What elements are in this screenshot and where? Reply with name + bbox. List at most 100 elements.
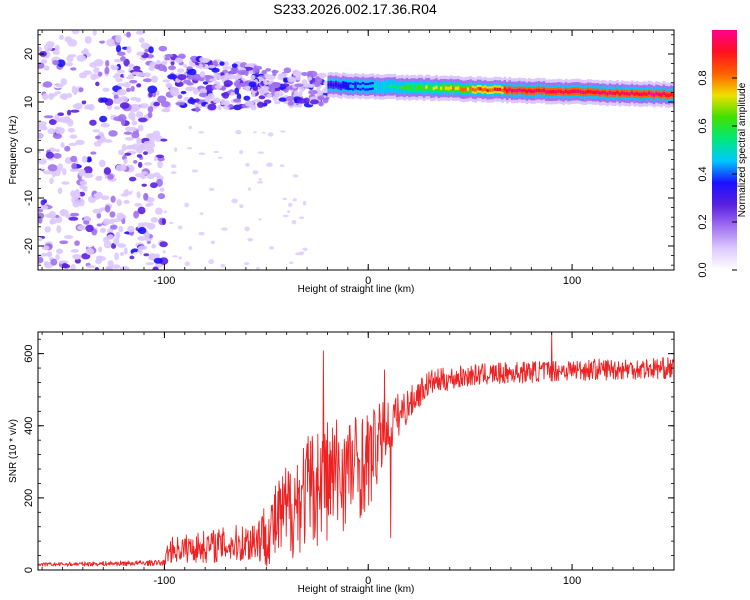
spectrogram-cell xyxy=(145,232,150,240)
spectrogram-cell xyxy=(93,193,100,198)
spectrogram-cell xyxy=(263,79,268,85)
spectrogram-cell xyxy=(621,91,624,95)
x-tick-label: 0 xyxy=(365,275,371,287)
spectrogram-cell xyxy=(77,198,85,207)
spectrogram-cell xyxy=(124,152,132,156)
spectrogram-cell xyxy=(104,66,110,75)
spectrogram-cell xyxy=(166,83,173,89)
spectrogram-cell xyxy=(104,205,111,213)
spectrogram-cell xyxy=(250,74,256,80)
spectrogram-cell xyxy=(220,75,228,81)
spectrogram-cell xyxy=(125,87,132,93)
spectrogram-cell xyxy=(113,106,121,110)
spectrogram-cell xyxy=(237,69,248,76)
spectrogram-cell xyxy=(386,84,389,89)
spectrogram-cell xyxy=(608,90,612,95)
spectrogram-cell xyxy=(199,71,206,78)
spectrogram-cell xyxy=(121,144,127,152)
spectrogram-cell xyxy=(142,151,148,156)
spectrogram-cell xyxy=(162,107,170,113)
spectrogram-cell xyxy=(274,90,284,97)
spectrogram-cell xyxy=(48,210,57,219)
spectrogram-cell xyxy=(155,207,163,215)
spectrogram-cell xyxy=(309,96,319,101)
spectrogram-cell xyxy=(442,86,446,90)
spectrogram-cell xyxy=(118,225,124,233)
spectrogram-cell xyxy=(38,158,47,165)
spectrogram-cell xyxy=(581,90,585,95)
spectrogram-cell xyxy=(45,151,54,159)
spectrogram-cell xyxy=(133,210,140,219)
colorbar-tick-label: 0.6 xyxy=(697,118,709,133)
spectrogram-cell xyxy=(383,85,387,89)
spectrogram-cell xyxy=(248,81,257,88)
spectrogram-cell xyxy=(466,87,470,91)
spectrogram-cell xyxy=(616,90,619,95)
spectrogram-cell xyxy=(96,175,103,180)
spectrogram-cell xyxy=(163,66,168,73)
spectrogram-cell xyxy=(258,87,267,95)
spectrogram-cell xyxy=(115,34,122,43)
spectrogram-cell xyxy=(469,86,473,91)
spectrogram-cell xyxy=(187,76,195,80)
spectrogram-x-label: Height of straight line (km) xyxy=(298,284,415,295)
spectrogram-cell xyxy=(488,88,492,92)
spectrogram-cell xyxy=(557,89,561,93)
spectrogram-cell xyxy=(187,147,193,150)
spectrogram-cell xyxy=(248,70,254,75)
spectrogram-cell xyxy=(306,76,313,81)
spectrogram-cell xyxy=(59,34,64,41)
spectrogram-cell xyxy=(144,162,152,166)
spectrogram-cell xyxy=(47,164,58,172)
spectrogram-cell xyxy=(493,87,497,91)
spectrogram-cell xyxy=(501,88,504,93)
spectrogram-cell xyxy=(321,89,330,94)
spectrogram-cell xyxy=(643,92,646,96)
spectrogram-cell xyxy=(169,87,179,94)
spectrogram-cell xyxy=(163,210,168,214)
spectrogram-cell xyxy=(258,178,263,181)
spectrogram-cell xyxy=(273,100,281,105)
spectrogram-cell xyxy=(334,82,338,87)
spectrogram-cell xyxy=(103,240,112,249)
spectrogram-cell xyxy=(161,218,166,226)
spectrogram-cell xyxy=(210,240,216,245)
spectrogram-cell xyxy=(151,38,161,44)
spectrogram-cell xyxy=(672,93,674,97)
spectrogram-cell xyxy=(410,85,414,90)
spectrogram-cell xyxy=(153,257,163,264)
spectrogram-cell xyxy=(388,84,392,89)
spectrogram-cell xyxy=(43,65,50,71)
spectrogram-cell xyxy=(79,185,88,190)
spectrogram-cell xyxy=(150,182,158,189)
spectrogram-cell xyxy=(147,85,158,94)
spectrogram-cell xyxy=(660,93,663,97)
spectrogram-cell xyxy=(405,85,409,89)
spectrogram-cell xyxy=(645,92,649,96)
spectrogram-cell xyxy=(217,104,222,111)
spectrogram-cell xyxy=(289,261,294,265)
spectrogram-cell xyxy=(188,245,193,251)
spectrogram-cell xyxy=(69,134,78,139)
spectrogram-cell xyxy=(208,64,216,69)
spectrogram-cell xyxy=(100,122,111,128)
spectrogram-cell xyxy=(70,190,76,198)
spectrogram-cell xyxy=(160,138,168,142)
spectrogram-cell xyxy=(123,131,133,135)
spectrogram-cell xyxy=(66,109,72,116)
spectrogram-cell xyxy=(376,84,380,89)
spectrogram-cell xyxy=(245,162,250,167)
colorbar-gradient xyxy=(712,30,737,270)
x-tick-label: -100 xyxy=(153,575,175,587)
spectrogram-cell xyxy=(221,227,228,231)
spectrogram-cell xyxy=(525,89,529,94)
spectrogram-cell xyxy=(208,259,215,265)
spectrogram-cell xyxy=(110,195,116,203)
spectrogram-cell xyxy=(420,85,424,89)
spectrogram-cell xyxy=(359,85,363,89)
spectrogram-cell xyxy=(244,100,254,107)
spectrogram-cell xyxy=(174,57,183,64)
spectrogram-cell xyxy=(121,118,126,126)
spectrogram-cell xyxy=(222,65,233,70)
spectrogram-cell xyxy=(148,46,154,54)
